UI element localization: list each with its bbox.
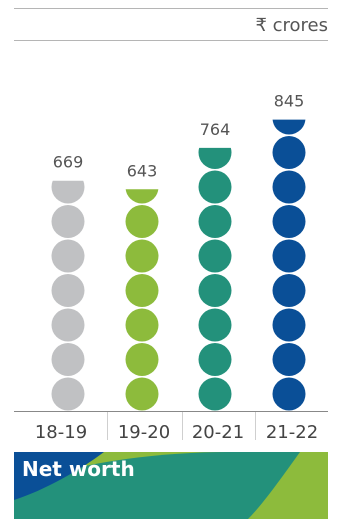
dot-19-20 (125, 274, 159, 307)
dot-18-19 (51, 205, 85, 238)
value-labels: 669 643 764 845 (53, 92, 305, 181)
partial-dot-21-22 (272, 119, 306, 135)
dot-20-21 (198, 274, 232, 307)
bar-dots (51, 119, 306, 411)
dot-20-21 (198, 170, 232, 204)
dot-20-21 (198, 205, 232, 238)
partial-dot-18-19 (51, 180, 85, 204)
category-label-21-22: 21-22 (266, 422, 318, 443)
category-labels: 18-19 19-20 20-21 21-22 (35, 422, 318, 443)
value-label-21-22: 845 (274, 92, 305, 111)
dot-21-22 (272, 274, 306, 307)
dot-21-22 (272, 205, 306, 238)
dot-20-21 (198, 343, 232, 376)
value-label-19-20: 643 (127, 161, 158, 180)
dot-21-22 (272, 377, 306, 411)
dot-18-19 (51, 308, 85, 342)
category-label-18-19: 18-19 (35, 422, 87, 443)
dot-19-20 (125, 239, 159, 273)
dot-21-22 (272, 308, 306, 342)
value-label-18-19: 669 (53, 153, 84, 172)
dot-18-19 (51, 274, 85, 307)
partial-dot-20-21 (198, 147, 232, 169)
banner-blue-swoosh (14, 452, 104, 500)
dot-20-21 (198, 239, 232, 273)
dot-19-20 (125, 343, 159, 376)
chart-title: Net worth (22, 457, 135, 481)
dot-20-21 (198, 377, 232, 411)
dot-18-19 (51, 343, 85, 376)
partial-dot-19-20 (125, 189, 159, 204)
dot-19-20 (125, 308, 159, 342)
unit-label: ₹ crores (255, 15, 328, 36)
value-label-20-21: 764 (200, 120, 231, 139)
dot-18-19 (51, 239, 85, 273)
category-label-19-20: 19-20 (118, 422, 170, 443)
dot-19-20 (125, 377, 159, 411)
dot-20-21 (198, 308, 232, 342)
dot-21-22 (272, 136, 306, 169)
banner-teal-swoosh (14, 452, 300, 519)
dot-21-22 (272, 170, 306, 204)
dot-21-22 (272, 343, 306, 376)
dot-18-19 (51, 377, 85, 411)
title-banner: Net worth (14, 452, 328, 519)
category-label-20-21: 20-21 (192, 422, 244, 443)
dot-19-20 (125, 205, 159, 238)
dot-21-22 (272, 239, 306, 273)
